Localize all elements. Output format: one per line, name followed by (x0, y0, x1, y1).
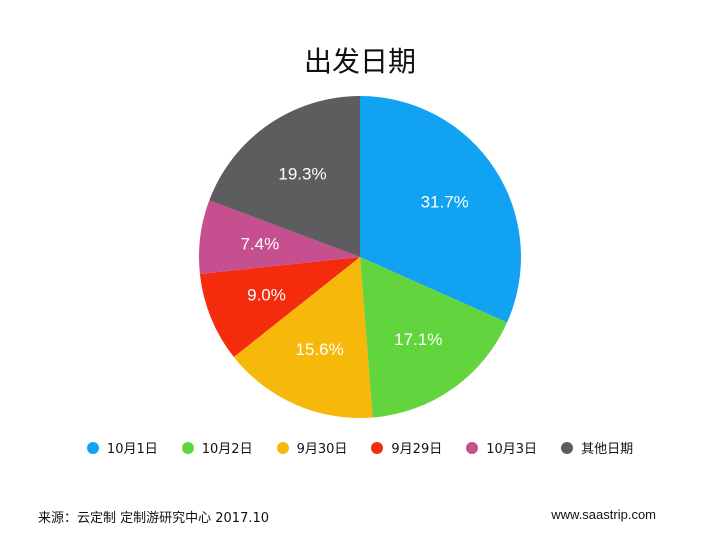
pie-slice (360, 96, 521, 323)
pie-slice (360, 257, 508, 418)
legend-label: 10月2日 (201, 442, 253, 457)
legend-item: 10月3日 (466, 438, 537, 457)
legend-item: 9月29日 (371, 438, 442, 457)
legend-label: 其他日期 (581, 442, 634, 457)
legend-item: 10月2日 (181, 438, 253, 457)
legend-label: 9月29日 (391, 442, 443, 457)
pie-slice (199, 200, 360, 274)
legend-swatch (276, 441, 289, 454)
pie-slice (209, 96, 360, 257)
legend-swatch (86, 441, 99, 454)
pie-slice (199, 257, 360, 357)
legend-swatch (466, 441, 479, 454)
legend-label: 10月1日 (106, 442, 158, 457)
legend-item: 10月1日 (86, 438, 158, 457)
slice-label: 7.4% (240, 235, 279, 254)
legend-swatch (181, 441, 194, 454)
legend-item: 其他日期 (561, 438, 633, 457)
legend-swatch (561, 441, 574, 454)
legend-label: 9月30日 (296, 442, 348, 457)
legend-swatch (371, 441, 384, 454)
slice-label: 17.1% (394, 330, 442, 349)
legend-label: 10月3日 (486, 442, 538, 457)
legend: 10月1日 10月2日 9月30日 9月29日 10月3日 其他日期 (0, 438, 720, 457)
slice-label: 15.6% (296, 340, 344, 359)
chart-title: 出发日期 (303, 45, 416, 78)
slice-label: 19.3% (278, 164, 326, 183)
legend-item: 9月30日 (276, 438, 348, 457)
website-link[interactable]: www.saastrip.com (551, 507, 656, 522)
source-note: 来源：云定制 定制游研究中心 2017.10 (38, 511, 270, 526)
slice-label: 31.7% (421, 192, 469, 211)
pie-slice (233, 257, 373, 418)
slice-label: 9.0% (247, 286, 286, 305)
